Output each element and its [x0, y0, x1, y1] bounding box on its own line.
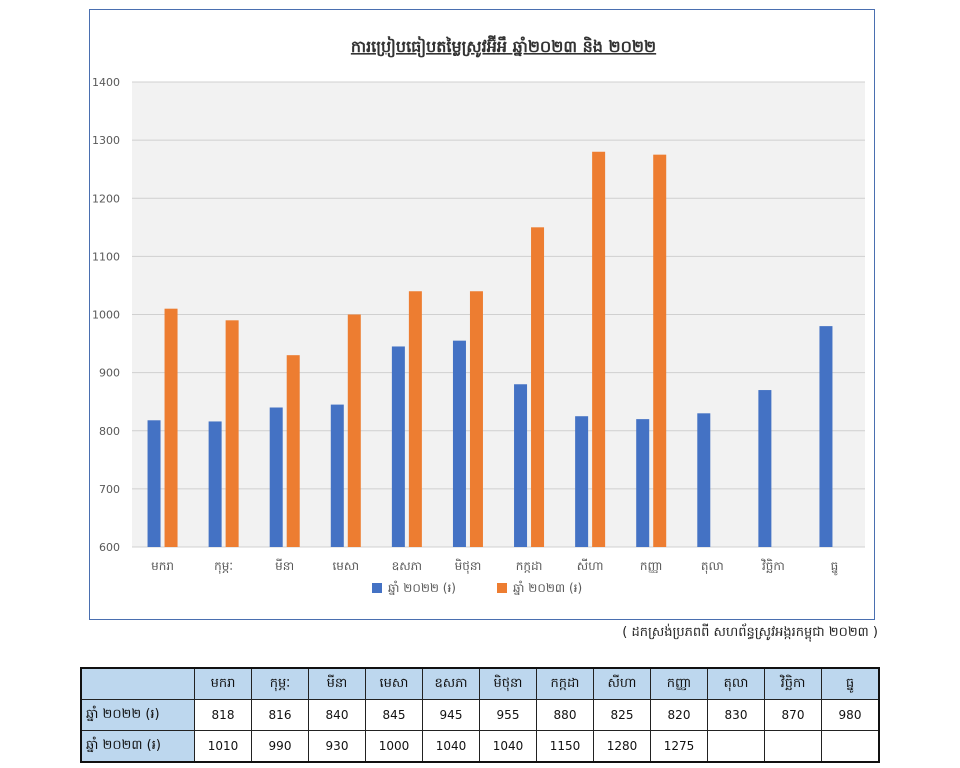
x-tick-label: មីនា: [275, 558, 294, 573]
bar: [269, 407, 283, 547]
table-row-header: ឆ្នាំ ២០២២ (៛): [80, 699, 195, 731]
bar: [653, 154, 667, 547]
table-cell: 1280: [593, 730, 651, 763]
x-tick-label: ធ្នូ: [831, 559, 839, 576]
table-cell: 945: [422, 699, 480, 731]
legend-swatch: [372, 583, 382, 593]
table-header-cell: មិថុនា: [479, 667, 537, 700]
x-tick-label: កញ្ញា: [640, 559, 663, 573]
x-tick-label: មេសា: [332, 559, 359, 573]
legend-swatch: [497, 583, 507, 593]
table-header-cell: កក្កដា: [536, 667, 594, 700]
x-tick-label: តុលា: [701, 559, 724, 574]
bar: [469, 291, 483, 547]
chart-title: ការប្រៀបធៀបតម្លៃស្រូវអ៊ីអឹ ឆ្នាំ២០២៣ និង…: [351, 35, 656, 58]
data-table: មករា កុម្ភៈ មីនា មេសា ឧសភា មិថុនា កក្កដា សីហា កញ…: [80, 667, 880, 763]
table-cell: 1000: [365, 730, 423, 763]
x-tick-label: មិថុនា: [455, 558, 482, 574]
legend-label: ឆ្នាំ ២០២៣ (៛): [513, 580, 582, 595]
source-note: ( ដកស្រង់ប្រភពពី សហព័ន្ធស្រូវអង្ករកម្ពុជ…: [622, 625, 878, 640]
x-tick-label: មករា: [151, 559, 174, 573]
table-header-cell: ឧសភា: [422, 667, 480, 700]
table-header-cell: មេសា: [365, 667, 423, 700]
table-cell: [764, 730, 822, 763]
table-cell: 820: [650, 699, 708, 731]
table-row-header: ឆ្នាំ ២០២៣ (៛): [80, 730, 195, 763]
bar: [758, 390, 772, 547]
chart-frame: ការប្រៀបធៀបតម្លៃស្រូវអ៊ីអឹ ឆ្នាំ២០២៣ និង…: [89, 9, 875, 620]
table-cell: 870: [764, 699, 822, 731]
table-header-cell: មីនា: [308, 667, 366, 700]
bar: [408, 291, 422, 547]
bar: [819, 326, 833, 547]
y-tick-label: 700: [99, 483, 120, 496]
bar: [225, 320, 239, 547]
table-cell: 1040: [422, 730, 480, 763]
bar: [531, 227, 545, 547]
table-cell: 880: [536, 699, 594, 731]
bar-chart: ការប្រៀបធៀបតម្លៃស្រូវអ៊ីអឹ ឆ្នាំ២០២៣ និង…: [92, 35, 865, 595]
bar: [286, 355, 300, 547]
y-tick-label: 800: [99, 425, 120, 438]
y-tick-label: 1400: [92, 76, 120, 89]
x-tick-label: កុម្ភៈ: [214, 559, 233, 574]
table-cell: 1275: [650, 730, 708, 763]
table-cell: 830: [707, 699, 765, 731]
table-header-cell: តុលា: [707, 667, 765, 700]
legend-label: ឆ្នាំ ២០២២ (៛): [388, 580, 456, 595]
bar: [592, 151, 606, 547]
y-tick-label: 1100: [92, 250, 120, 263]
bar: [636, 419, 650, 547]
bar: [208, 421, 222, 547]
table-cell: 955: [479, 699, 537, 731]
x-tick-label: សីហា: [577, 558, 604, 573]
bar: [347, 314, 361, 547]
x-tick-label: ឧសភា: [392, 559, 422, 573]
table-header-cell: វិច្ឆិកា: [764, 667, 822, 700]
bar: [452, 340, 466, 547]
x-tick-label: កក្កដា: [516, 559, 543, 573]
table-header-cell: ធ្នូ: [821, 667, 880, 700]
table-cell: 1040: [479, 730, 537, 763]
table-cell: [821, 730, 880, 763]
table-cell: 825: [593, 699, 651, 731]
bar: [697, 413, 711, 547]
table-cell: 990: [251, 730, 309, 763]
table-cell: 818: [194, 699, 252, 731]
table-header-cell: កញ្ញា: [650, 667, 708, 700]
bar: [514, 384, 528, 547]
bar: [330, 404, 344, 547]
bar: [164, 308, 178, 547]
bar: [147, 420, 161, 547]
table-cell: [707, 730, 765, 763]
table-header-cell: មករា: [194, 667, 252, 700]
y-tick-label: 1000: [92, 309, 120, 322]
table-row: ឆ្នាំ ២០២៣ (៛) 1010 990 930 1000 1040 1040 1150…: [80, 730, 880, 763]
table-cell: 1150: [536, 730, 594, 763]
table-cell: 816: [251, 699, 309, 731]
y-tick-label: 900: [99, 367, 120, 380]
table-header-cell: កុម្ភៈ: [251, 667, 309, 700]
table-cell: 980: [821, 699, 880, 731]
bar: [575, 416, 589, 547]
bar: [391, 346, 405, 547]
y-tick-label: 1200: [92, 192, 120, 205]
table-cell: 845: [365, 699, 423, 731]
table-corner-cell: [80, 667, 195, 700]
y-tick-label: 1300: [92, 134, 120, 147]
table-header-cell: សីហា: [593, 667, 651, 700]
x-tick-label: វិច្ឆិកា: [761, 558, 785, 573]
table-header-row: មករា កុម្ភៈ មីនា មេសា ឧសភា មិថុនា កក្កដា សីហា កញ…: [80, 667, 880, 700]
table-cell: 1010: [194, 730, 252, 763]
table-cell: 840: [308, 699, 366, 731]
table-cell: 930: [308, 730, 366, 763]
table-row: ឆ្នាំ ២០២២ (៛) 818 816 840 845 945 955 880 825 82…: [80, 699, 880, 731]
y-tick-label: 600: [99, 541, 120, 554]
